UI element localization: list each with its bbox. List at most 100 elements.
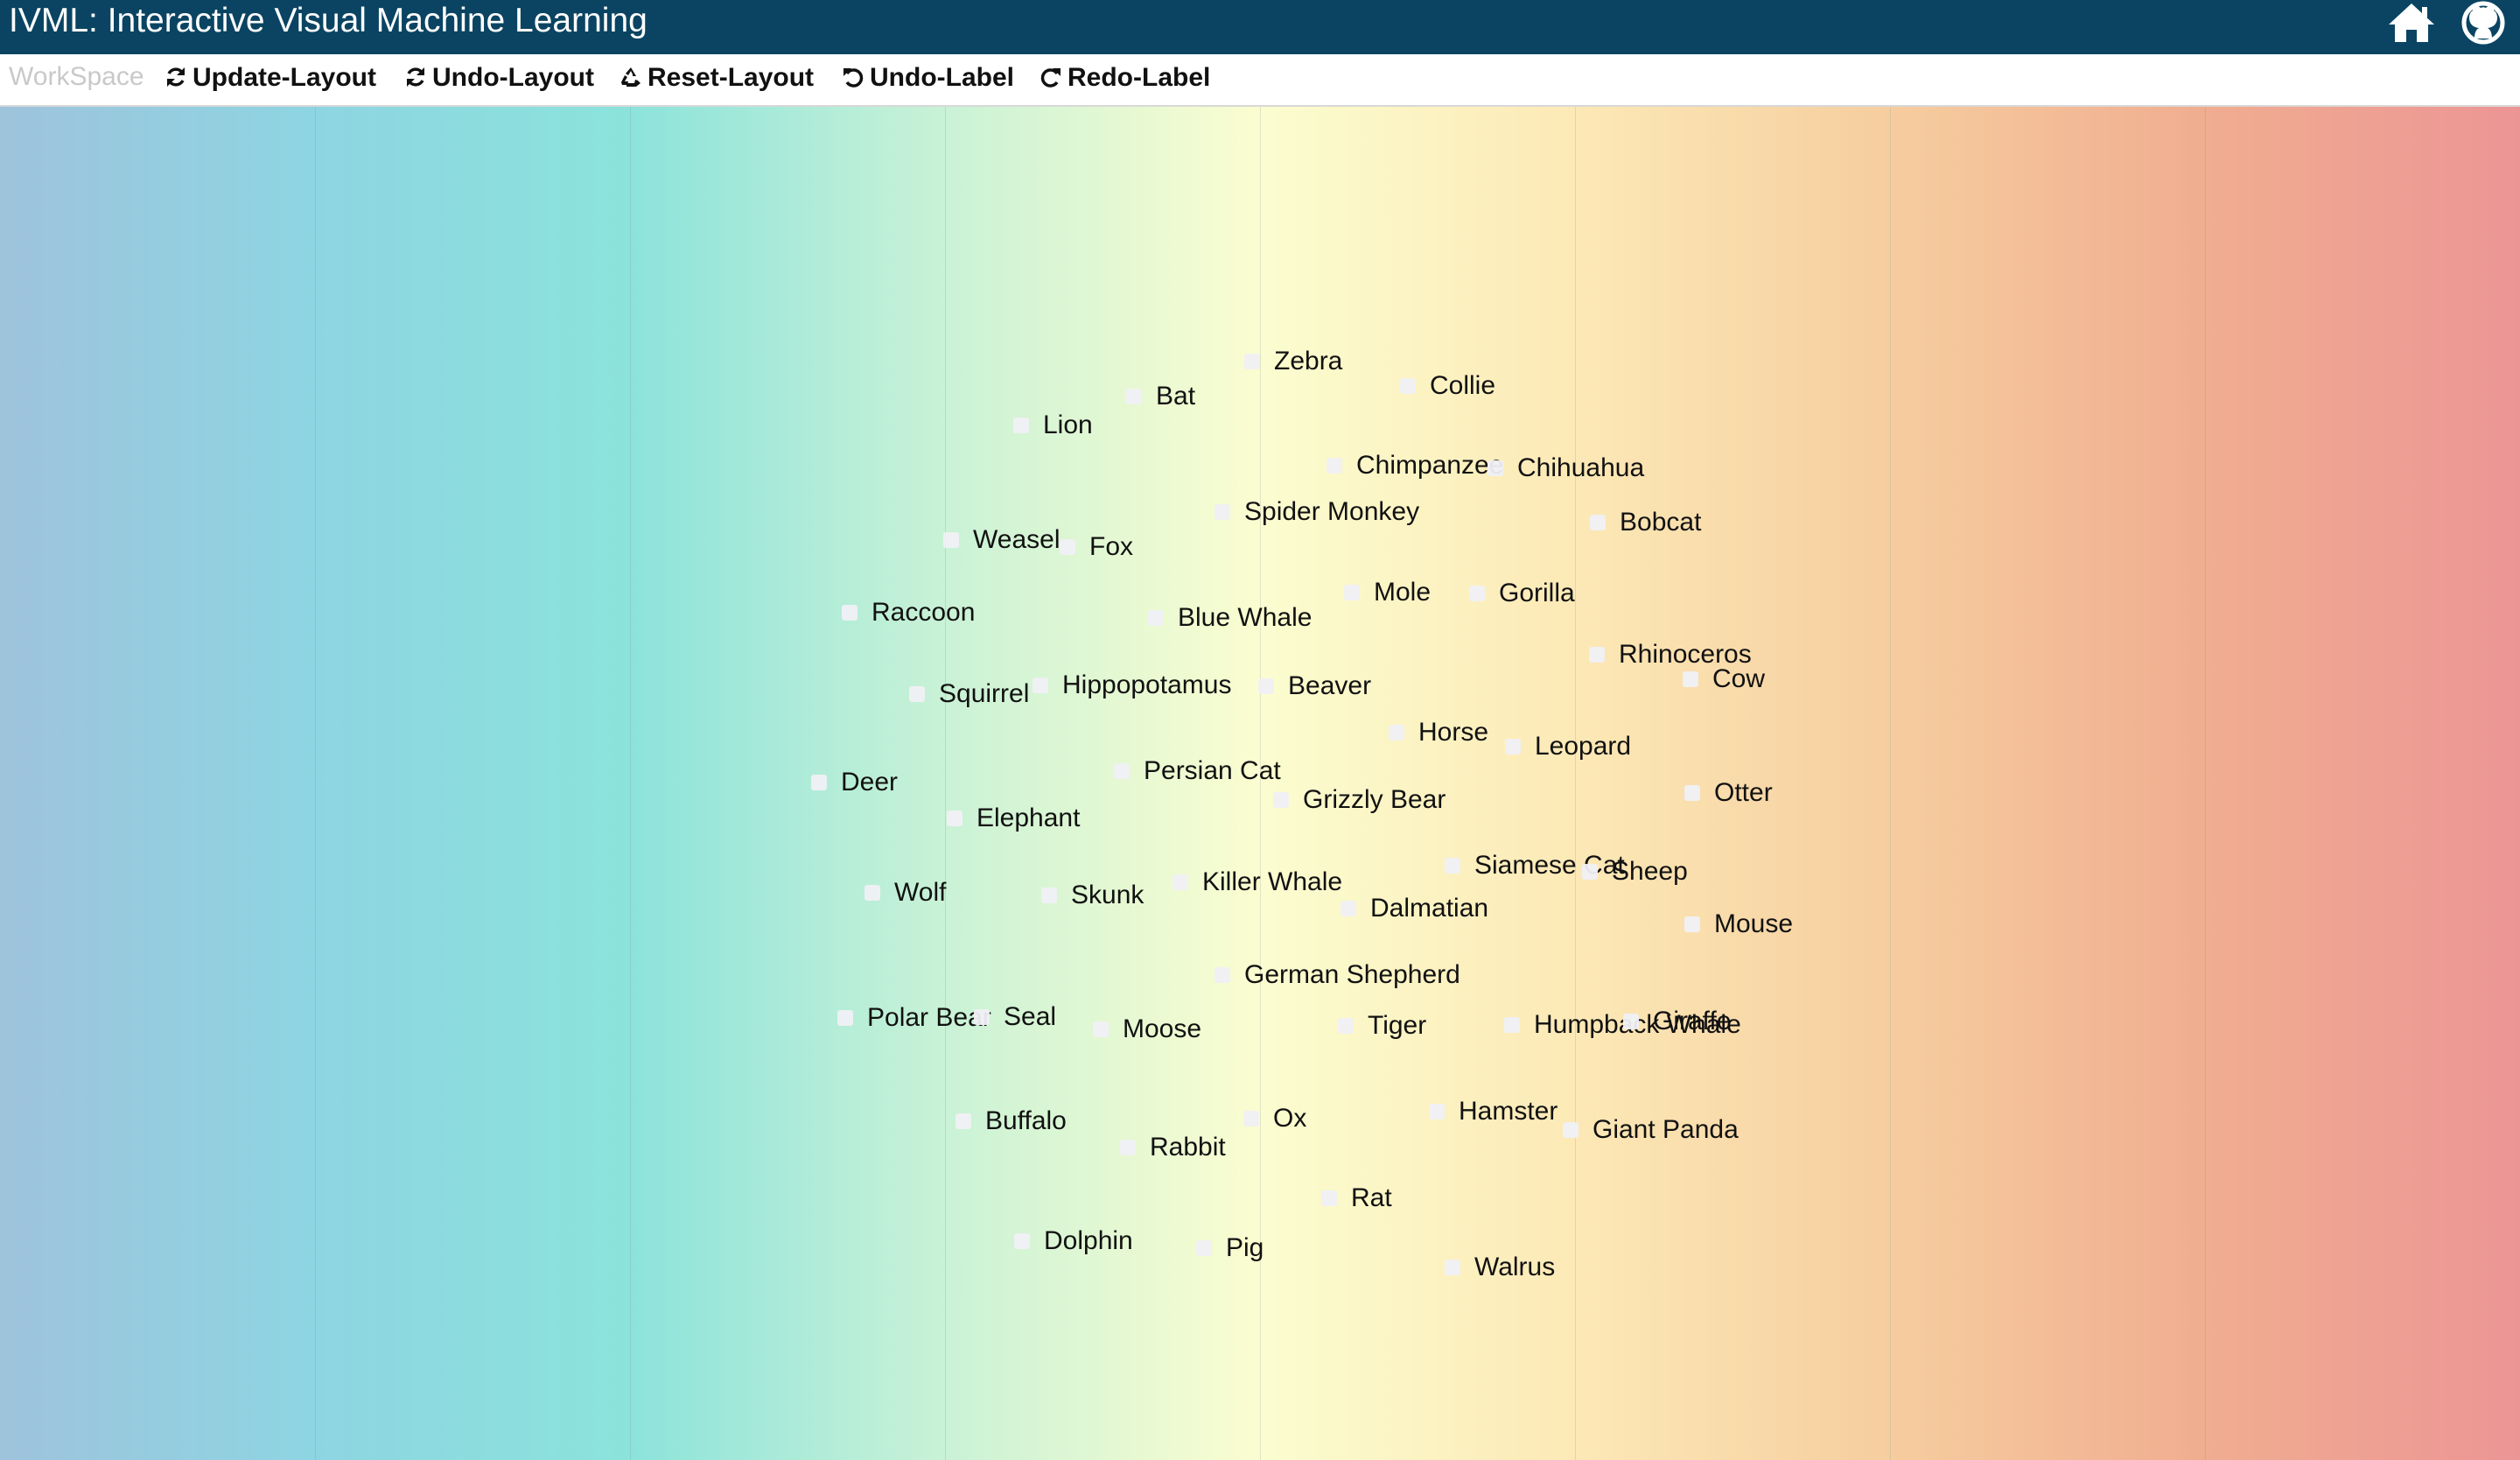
point-humpback-whale[interactable]: [1504, 1017, 1520, 1033]
point-label-chihuahua[interactable]: Chihuahua: [1517, 453, 1645, 482]
point-elephant[interactable]: [947, 811, 962, 826]
point-label-deer[interactable]: Deer: [841, 768, 899, 797]
point-label-skunk[interactable]: Skunk: [1071, 881, 1144, 909]
point-rat[interactable]: [1321, 1190, 1337, 1206]
point-label-horse[interactable]: Horse: [1418, 718, 1489, 747]
home-icon[interactable]: [2385, 0, 2438, 46]
point-label-hippopotamus[interactable]: Hippopotamus: [1062, 670, 1232, 699]
point-label-giraffe[interactable]: Giraffe: [1653, 1007, 1732, 1035]
point-label-persian-cat[interactable]: Persian Cat: [1144, 756, 1281, 785]
point-label-tiger[interactable]: Tiger: [1368, 1011, 1427, 1040]
point-label-weasel[interactable]: Weasel: [973, 525, 1060, 554]
point-tiger[interactable]: [1338, 1018, 1354, 1034]
point-label-wolf[interactable]: Wolf: [894, 878, 947, 907]
point-fox[interactable]: [1060, 539, 1075, 555]
point-label-squirrel[interactable]: Squirrel: [939, 679, 1030, 708]
point-label-giant-panda[interactable]: Giant Panda: [1592, 1115, 1739, 1144]
point-label-lion[interactable]: Lion: [1043, 411, 1093, 439]
point-collie[interactable]: [1400, 378, 1416, 394]
point-gorilla[interactable]: [1469, 586, 1485, 601]
point-label-buffalo[interactable]: Buffalo: [985, 1106, 1067, 1135]
point-hippopotamus[interactable]: [1032, 677, 1048, 693]
point-label-polar-bear[interactable]: Polar Bear: [867, 1003, 991, 1032]
point-label-rabbit[interactable]: Rabbit: [1150, 1133, 1226, 1162]
point-label-grizzly-bear[interactable]: Grizzly Bear: [1303, 785, 1446, 814]
point-label-raccoon[interactable]: Raccoon: [872, 598, 976, 627]
point-blue-whale[interactable]: [1148, 610, 1164, 626]
point-killer-whale[interactable]: [1172, 874, 1188, 890]
point-pig[interactable]: [1196, 1240, 1212, 1256]
point-rabbit[interactable]: [1120, 1140, 1136, 1155]
point-label-rat[interactable]: Rat: [1351, 1183, 1392, 1212]
point-label-dalmatian[interactable]: Dalmatian: [1370, 894, 1489, 923]
point-ox[interactable]: [1243, 1111, 1259, 1127]
point-chihuahua[interactable]: [1488, 460, 1503, 476]
point-siamese-cat[interactable]: [1445, 858, 1460, 874]
point-label-hamster[interactable]: Hamster: [1459, 1097, 1558, 1126]
undo-layout-button[interactable]: Undo-Layout: [404, 54, 594, 102]
point-persian-cat[interactable]: [1114, 763, 1130, 779]
point-label-spider-monkey[interactable]: Spider Monkey: [1244, 497, 1420, 526]
point-bobcat[interactable]: [1590, 515, 1606, 530]
point-label-killer-whale[interactable]: Killer Whale: [1202, 867, 1343, 896]
workspace-canvas[interactable]: Zebra Collie Bat Lion Chimpanzee Chihuahua Spi…: [0, 107, 2520, 1460]
point-label-siamese-cat[interactable]: Siamese Cat: [1474, 851, 1625, 880]
point-deer[interactable]: [811, 775, 827, 790]
point-chimpanzee[interactable]: [1326, 458, 1342, 474]
point-rhinoceros[interactable]: [1589, 647, 1605, 663]
point-otter[interactable]: [1684, 785, 1700, 801]
point-label-cow[interactable]: Cow: [1712, 664, 1766, 693]
point-sheep[interactable]: [1582, 864, 1598, 880]
point-label-seal[interactable]: Seal: [1004, 1002, 1057, 1031]
point-label-bat[interactable]: Bat: [1156, 382, 1196, 411]
point-leopard[interactable]: [1505, 739, 1521, 755]
point-skunk[interactable]: [1041, 888, 1057, 903]
point-label-leopard[interactable]: Leopard: [1535, 732, 1632, 761]
point-label-german-shepherd[interactable]: German Shepherd: [1244, 960, 1460, 989]
point-label-ox[interactable]: Ox: [1273, 1104, 1307, 1133]
point-label-chimpanzee[interactable]: Chimpanzee: [1356, 451, 1504, 480]
github-icon[interactable]: [2457, 0, 2510, 46]
point-spider-monkey[interactable]: [1214, 504, 1230, 520]
point-label-otter[interactable]: Otter: [1714, 778, 1773, 807]
point-seal[interactable]: [974, 1009, 990, 1025]
point-wolf[interactable]: [864, 885, 880, 901]
point-label-pig[interactable]: Pig: [1226, 1233, 1264, 1262]
point-label-collie[interactable]: Collie: [1430, 371, 1496, 400]
point-cow[interactable]: [1683, 671, 1698, 687]
reset-layout-button[interactable]: Reset-Layout: [620, 54, 814, 102]
point-walrus[interactable]: [1445, 1260, 1460, 1275]
point-giraffe[interactable]: [1623, 1014, 1639, 1029]
point-mouse[interactable]: [1684, 916, 1700, 932]
redo-label-button[interactable]: Redo-Label: [1040, 54, 1210, 102]
point-label-moose[interactable]: Moose: [1123, 1014, 1202, 1043]
point-horse[interactable]: [1389, 725, 1404, 741]
point-label-walrus[interactable]: Walrus: [1474, 1253, 1556, 1281]
point-grizzly-bear[interactable]: [1273, 792, 1289, 808]
point-german-shepherd[interactable]: [1214, 967, 1230, 983]
point-polar-bear[interactable]: [837, 1010, 853, 1026]
point-zebra[interactable]: [1244, 354, 1260, 369]
point-label-gorilla[interactable]: Gorilla: [1499, 579, 1575, 607]
point-raccoon[interactable]: [842, 605, 858, 621]
point-label-blue-whale[interactable]: Blue Whale: [1178, 603, 1312, 632]
point-dolphin[interactable]: [1014, 1233, 1030, 1249]
point-label-mouse[interactable]: Mouse: [1714, 909, 1794, 938]
point-weasel[interactable]: [943, 532, 959, 548]
point-label-zebra[interactable]: Zebra: [1274, 347, 1343, 376]
point-label-dolphin[interactable]: Dolphin: [1044, 1226, 1133, 1255]
point-moose[interactable]: [1093, 1021, 1109, 1037]
point-giant-panda[interactable]: [1563, 1122, 1578, 1138]
point-bat[interactable]: [1126, 389, 1142, 404]
point-lion[interactable]: [1013, 418, 1029, 433]
point-dalmatian[interactable]: [1340, 901, 1356, 916]
point-squirrel[interactable]: [909, 686, 925, 702]
point-label-sheep[interactable]: Sheep: [1612, 857, 1688, 886]
point-label-beaver[interactable]: Beaver: [1288, 671, 1372, 700]
point-label-fox[interactable]: Fox: [1089, 532, 1134, 561]
point-label-mole[interactable]: Mole: [1374, 578, 1432, 607]
point-beaver[interactable]: [1258, 678, 1274, 694]
update-layout-button[interactable]: Update-Layout: [164, 54, 376, 102]
workspace-brand[interactable]: WorkSpace: [9, 62, 144, 91]
undo-label-button[interactable]: Undo-Label: [842, 54, 1014, 102]
